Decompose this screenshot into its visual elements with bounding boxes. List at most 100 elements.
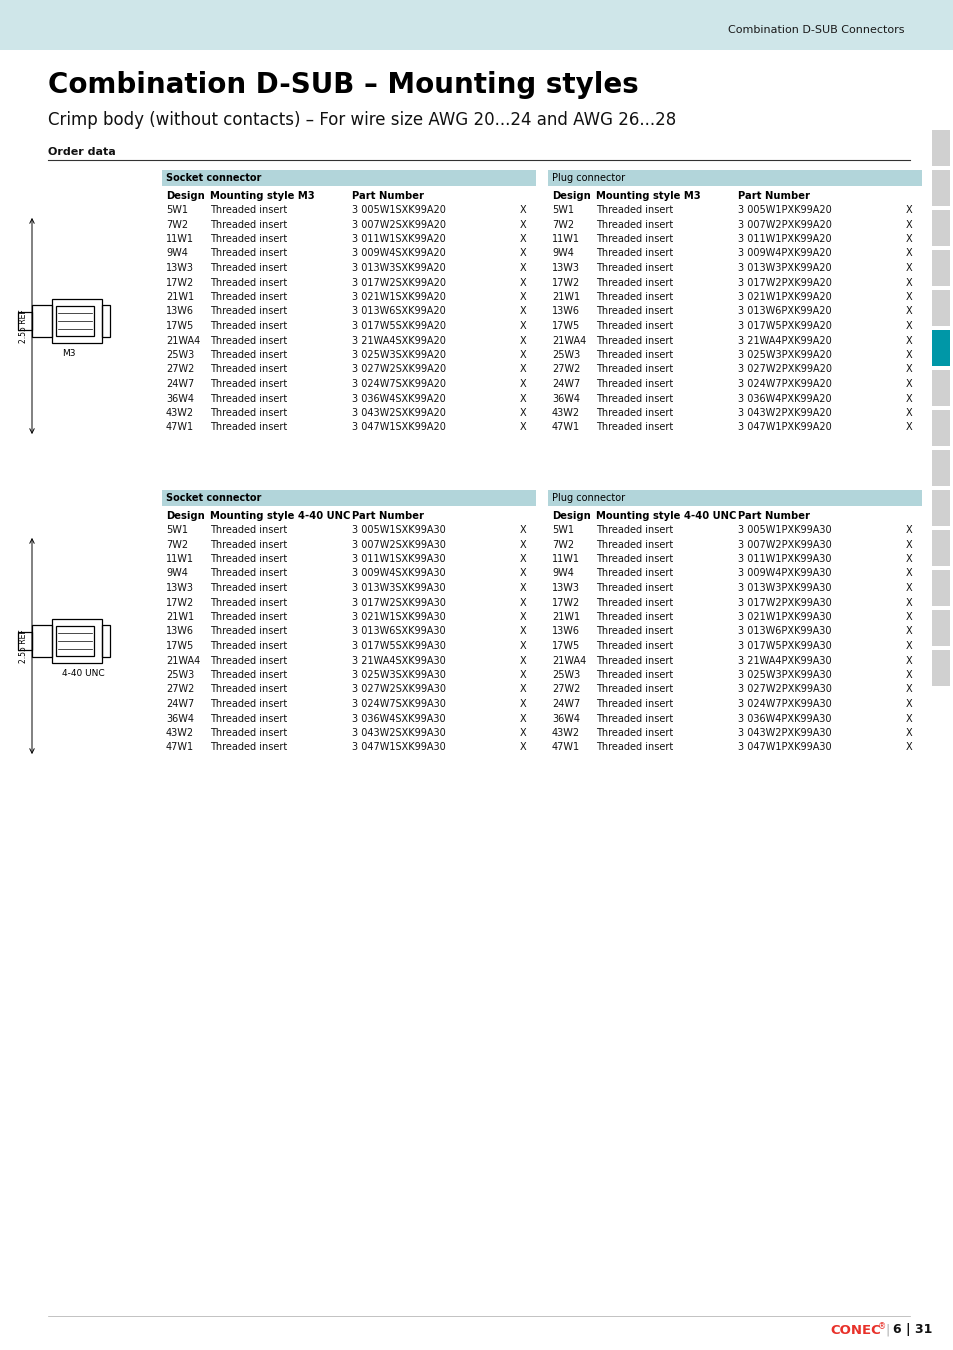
Text: Threaded insert: Threaded insert <box>596 612 673 622</box>
Text: 3 036W4SXK99A20: 3 036W4SXK99A20 <box>352 393 445 404</box>
Bar <box>931 130 949 166</box>
Text: Threaded insert: Threaded insert <box>210 321 287 331</box>
Text: 3 036W4SXK99A30: 3 036W4SXK99A30 <box>352 714 445 724</box>
Text: 3 009W4PXK99A20: 3 009W4PXK99A20 <box>738 248 831 258</box>
Bar <box>0 0 953 50</box>
Text: Threaded insert: Threaded insert <box>210 379 287 389</box>
Text: CONEC: CONEC <box>829 1323 880 1336</box>
Text: 2.55 REF: 2.55 REF <box>19 629 28 663</box>
Text: 3 021W1PXK99A30: 3 021W1PXK99A30 <box>738 612 831 622</box>
Text: 11W1: 11W1 <box>166 234 193 244</box>
Text: Threaded insert: Threaded insert <box>596 540 673 549</box>
Text: 5W1: 5W1 <box>166 525 188 535</box>
Text: X: X <box>905 379 912 389</box>
Text: 3 007W2PXK99A30: 3 007W2PXK99A30 <box>738 540 831 549</box>
Text: 36W4: 36W4 <box>166 393 193 404</box>
Text: 21WA4: 21WA4 <box>552 336 586 346</box>
Text: Threaded insert: Threaded insert <box>210 583 287 593</box>
Text: Threaded insert: Threaded insert <box>596 670 673 680</box>
Text: Threaded insert: Threaded insert <box>596 350 673 360</box>
Text: X: X <box>905 263 912 273</box>
Text: 3 21WA4PXK99A20: 3 21WA4PXK99A20 <box>738 336 831 346</box>
Text: Threaded insert: Threaded insert <box>596 379 673 389</box>
Text: Threaded insert: Threaded insert <box>596 220 673 230</box>
Text: X: X <box>519 205 526 215</box>
Text: X: X <box>519 583 526 593</box>
Text: 3 027W2SXK99A30: 3 027W2SXK99A30 <box>352 684 446 694</box>
Text: X: X <box>519 684 526 694</box>
Text: X: X <box>905 670 912 680</box>
Text: 13W6: 13W6 <box>166 306 193 316</box>
Text: 3 013W3PXK99A20: 3 013W3PXK99A20 <box>738 263 831 273</box>
Text: X: X <box>905 743 912 752</box>
Text: Crimp body (without contacts) – For wire size AWG 20...24 and AWG 26...28: Crimp body (without contacts) – For wire… <box>48 111 676 130</box>
Text: X: X <box>519 525 526 535</box>
Text: X: X <box>519 641 526 651</box>
Text: 27W2: 27W2 <box>166 684 194 694</box>
Bar <box>18 312 32 329</box>
Text: 3 021W1SXK99A20: 3 021W1SXK99A20 <box>352 292 445 302</box>
Text: Plug connector: Plug connector <box>552 493 624 504</box>
Text: Threaded insert: Threaded insert <box>210 423 287 432</box>
Text: 24W7: 24W7 <box>552 379 579 389</box>
Text: Mounting style 4-40 UNC: Mounting style 4-40 UNC <box>210 512 350 521</box>
Text: X: X <box>905 612 912 622</box>
Text: X: X <box>905 423 912 432</box>
Text: 3 011W1SXK99A30: 3 011W1SXK99A30 <box>352 554 445 564</box>
Bar <box>931 370 949 406</box>
Text: 17W5: 17W5 <box>552 641 579 651</box>
Text: Threaded insert: Threaded insert <box>210 306 287 316</box>
Text: 17W5: 17W5 <box>166 321 194 331</box>
Text: Threaded insert: Threaded insert <box>596 554 673 564</box>
Text: Threaded insert: Threaded insert <box>210 263 287 273</box>
Text: 21W1: 21W1 <box>166 612 193 622</box>
Text: Threaded insert: Threaded insert <box>596 306 673 316</box>
Bar <box>162 170 536 186</box>
Bar <box>547 170 921 186</box>
Text: 7W2: 7W2 <box>166 220 188 230</box>
Text: ®: ® <box>877 1323 885 1331</box>
Text: 3 025W3SXK99A20: 3 025W3SXK99A20 <box>352 350 446 360</box>
Bar <box>162 490 536 506</box>
Text: Threaded insert: Threaded insert <box>596 393 673 404</box>
Text: 21WA4: 21WA4 <box>166 656 200 666</box>
Text: X: X <box>905 540 912 549</box>
Text: 3 047W1PXK99A20: 3 047W1PXK99A20 <box>738 423 831 432</box>
Text: Threaded insert: Threaded insert <box>210 278 287 288</box>
Text: 17W5: 17W5 <box>166 641 194 651</box>
Text: X: X <box>905 554 912 564</box>
Text: 3 043W2PXK99A30: 3 043W2PXK99A30 <box>738 728 831 738</box>
Text: X: X <box>519 626 526 636</box>
Text: 11W1: 11W1 <box>166 554 193 564</box>
Text: Threaded insert: Threaded insert <box>210 656 287 666</box>
Text: Threaded insert: Threaded insert <box>210 728 287 738</box>
Bar <box>931 329 949 366</box>
Text: 3 024W7PXK99A30: 3 024W7PXK99A30 <box>738 699 831 709</box>
Text: X: X <box>519 699 526 709</box>
Bar <box>56 306 94 336</box>
Text: 43W2: 43W2 <box>552 728 579 738</box>
Text: Threaded insert: Threaded insert <box>596 292 673 302</box>
Text: 27W2: 27W2 <box>166 364 194 374</box>
Text: X: X <box>519 743 526 752</box>
Text: 25W3: 25W3 <box>552 670 579 680</box>
Text: Threaded insert: Threaded insert <box>210 336 287 346</box>
Text: 3 013W6PXK99A30: 3 013W6PXK99A30 <box>738 626 831 636</box>
Text: 11W1: 11W1 <box>552 234 579 244</box>
Text: X: X <box>519 321 526 331</box>
Text: 5W1: 5W1 <box>552 205 574 215</box>
Bar <box>931 290 949 325</box>
Text: 3 005W1SXK99A20: 3 005W1SXK99A20 <box>352 205 445 215</box>
Text: X: X <box>905 321 912 331</box>
Text: X: X <box>519 379 526 389</box>
Text: 47W1: 47W1 <box>552 743 579 752</box>
Text: M3: M3 <box>62 348 75 358</box>
Text: Threaded insert: Threaded insert <box>596 248 673 258</box>
Text: Threaded insert: Threaded insert <box>210 554 287 564</box>
Text: X: X <box>519 728 526 738</box>
Text: 13W3: 13W3 <box>166 583 193 593</box>
Text: 9W4: 9W4 <box>552 248 574 258</box>
Text: |: | <box>884 1323 888 1336</box>
Text: 3 013W3SXK99A30: 3 013W3SXK99A30 <box>352 583 445 593</box>
Text: X: X <box>519 656 526 666</box>
